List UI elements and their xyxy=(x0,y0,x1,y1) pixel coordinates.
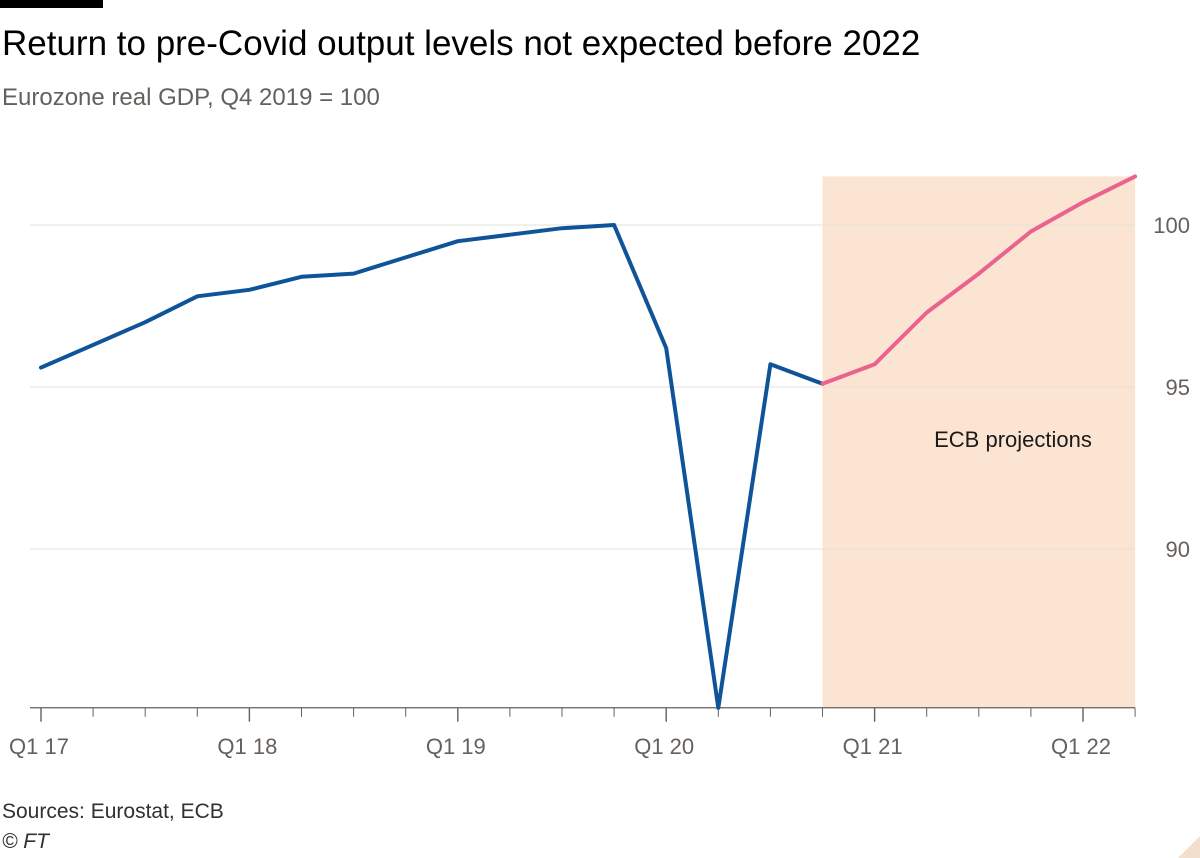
chart-title: Return to pre-Covid output levels not ex… xyxy=(2,24,921,63)
x-tick-label: Q1 20 xyxy=(634,734,694,759)
y-tick-label-95: 95 xyxy=(1166,375,1190,400)
source-note: Sources: Eurostat, ECB xyxy=(2,800,224,823)
ft-credit: © FT xyxy=(2,830,49,853)
series-line-actual xyxy=(39,223,825,710)
annotation-ecb-projections: ECB projections xyxy=(934,427,1092,452)
projection-band xyxy=(822,176,1136,708)
x-tick-label: Q1 22 xyxy=(1051,734,1111,759)
series-line-projection xyxy=(820,174,1138,386)
x-tick-label: Q1 21 xyxy=(843,734,903,759)
x-tick-label: Q1 18 xyxy=(217,734,277,759)
x-tick-label: Q1 17 xyxy=(9,734,69,759)
y-tick-label-90: 90 xyxy=(1166,537,1190,562)
chart-subtitle: Eurozone real GDP, Q4 2019 = 100 xyxy=(2,84,380,111)
corner-fold-icon xyxy=(1178,836,1200,858)
y-tick-label-100: 100 xyxy=(1153,213,1190,238)
x-tick-label: Q1 19 xyxy=(426,734,486,759)
brand-bar xyxy=(0,0,103,8)
